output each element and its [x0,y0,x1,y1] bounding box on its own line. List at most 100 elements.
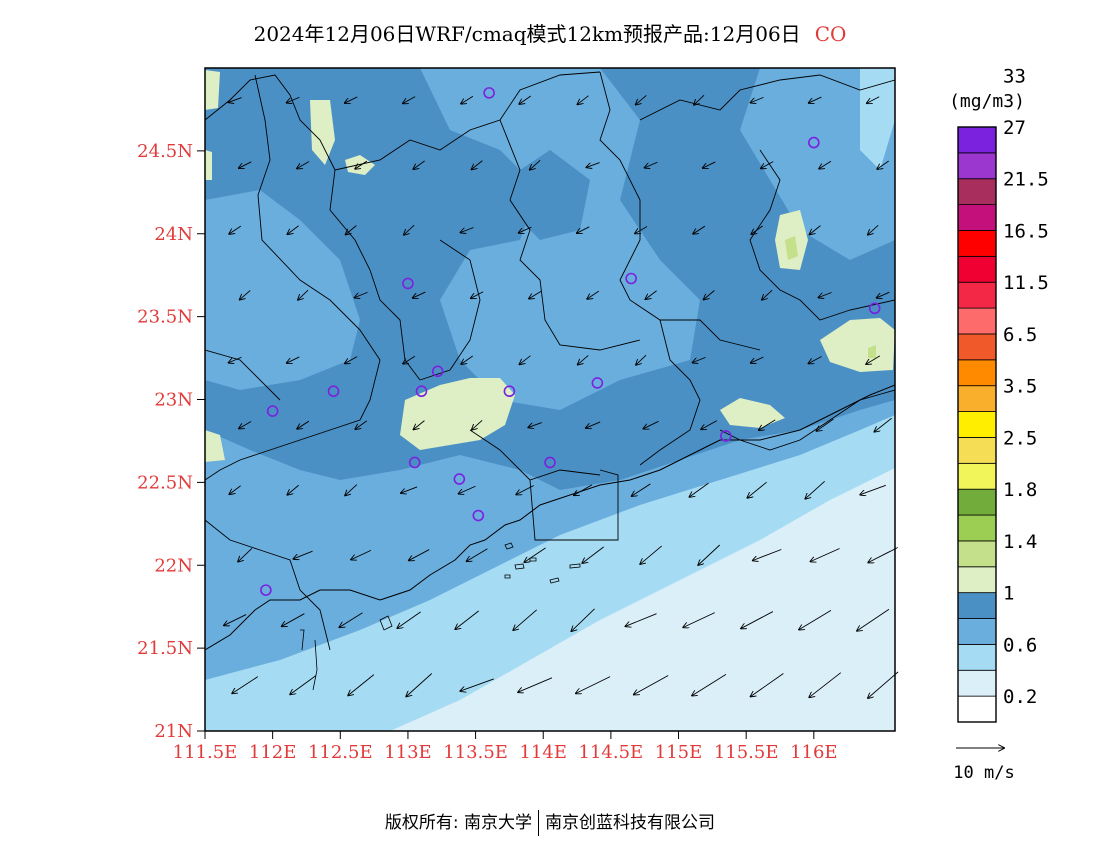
wind-arrow [530,159,541,169]
patch-west-2 [205,150,212,180]
lon-tick-label: 114E [519,742,567,763]
legend-swatch [957,488,997,516]
lon-tick-label: 114.5E [579,742,644,763]
wind-arrow [519,355,531,365]
wind-arrow [403,355,416,363]
wind-arrow [587,290,600,299]
wind-arrow [645,161,658,167]
wind-scale: 10 m/s [953,748,1015,783]
wind-arrow [636,95,647,104]
wind-arrow [577,226,590,233]
patch-east-peak [785,236,798,260]
wind-arrow [683,612,715,628]
wind-arrow [239,421,252,429]
wind-arrow [460,227,474,232]
wind-arrow [297,420,310,429]
color-legend [957,126,997,723]
station-marker [808,136,820,149]
legend-swatch [957,359,997,387]
wind-arrow [753,549,782,561]
wind-arrow [632,483,651,496]
wind-arrow [397,611,421,628]
wind-arrow [645,290,657,299]
wind-arrow [413,291,426,298]
wind-arrow [467,548,488,562]
patch-coast-east [720,398,785,428]
legend-swatch [957,152,997,180]
wind-arrow [345,96,358,103]
legend-swatch [957,540,997,568]
legend-swatch [957,437,997,464]
lat-tick-label: 23N [154,390,193,411]
wind-arrow [805,480,825,498]
legend-label: 27 [1003,117,1026,139]
wind-arrow [810,548,840,562]
wind-arrow [409,549,430,561]
wind-arrow [751,673,784,697]
lon-tick-label: 115E [655,742,703,763]
lat-tick-label: 23.5N [137,307,193,328]
wind-arrow [403,96,416,104]
station-marker [503,385,516,398]
legend-swatch [957,178,997,206]
station-marker [472,509,485,522]
wind-arrow [635,226,648,234]
legend-label: 16.5 [1003,220,1049,242]
wind-arrow [751,225,763,234]
wind-arrow [693,225,706,234]
wind-arrow [229,225,242,234]
lat-tick-label: 21N [154,721,193,742]
wind-arrow [808,356,822,364]
wind-arrow [287,484,299,494]
wind-arrow [404,224,415,235]
wind-arrow [224,614,247,626]
wind-arrow [634,675,669,694]
wind-arrow [741,611,774,629]
wind-arrow [461,95,474,103]
station-marker [868,302,881,315]
wind-arrow [874,417,892,431]
wind-arrow [516,485,534,495]
wind-arrow [346,225,357,235]
field-mid-west [205,190,360,390]
lon-tick-label: 115.5E [714,742,779,763]
wind-arrow [698,544,721,565]
wind-arrow [817,418,834,431]
legend-swatch [957,695,997,723]
wind-arrow [857,608,890,631]
wind-vectors [224,94,899,698]
wind-arrow [810,225,821,235]
wind-arrow [751,96,764,102]
legend-frame [957,126,997,723]
legend-label: 1 [1003,583,1014,605]
station-marker [431,365,444,378]
wind-arrow [298,289,309,300]
latitude-axis: 24.5N 24N 23.5N 23N 22.5N 22N 21.5N 21N [137,141,205,742]
lon-tick-label: 112.5E [308,742,373,763]
lon-tick-label: 111.5E [173,742,238,763]
wind-arrow [287,225,299,234]
wind-arrow [232,676,259,694]
wind-arrow [355,160,368,169]
wind-arrow [472,160,483,170]
wind-arrow [582,546,604,563]
wind-arrow [799,610,832,629]
legend-label: 3.5 [1003,376,1037,398]
wind-arrow [460,678,494,691]
wind-arrow [518,677,553,692]
wind-arrow [860,484,886,494]
wind-arrow [355,420,367,429]
wind-arrow [877,291,890,298]
wind-arrow [414,420,425,430]
concentration-field [205,68,895,731]
wind-arrow [293,550,313,559]
lon-tick-label: 113E [384,742,432,763]
station-marker [453,473,466,485]
wind-arrow [339,612,363,627]
wind-scale-label: 10 m/s [953,763,1014,783]
lat-tick-label: 21.5N [137,638,193,659]
wind-arrow [238,547,253,561]
legend-unit: (mg/m3) [949,91,1025,112]
wind-arrow [586,421,601,428]
